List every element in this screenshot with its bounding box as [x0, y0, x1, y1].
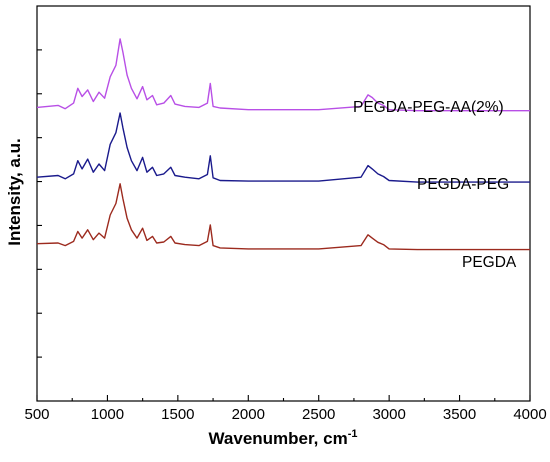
series-line-1: [36, 38, 530, 112]
x-tick-label: 2000: [232, 406, 265, 423]
series-line-2: [36, 112, 530, 183]
series-label-layer: PEGDA-PEG-AA(2%) PEGDA-PEG PEGDA: [353, 99, 517, 271]
y-axis-title: Intensity, a.u.: [5, 138, 24, 245]
x-tick-label: 3000: [372, 406, 405, 423]
series-label-2: PEGDA-PEG: [417, 176, 509, 193]
series-line-3: [36, 183, 530, 251]
series-layer: [36, 38, 530, 251]
x-tick-label: 500: [24, 406, 49, 423]
x-tick-label: 2500: [302, 406, 335, 423]
x-axis-title: Wavenumber, cm-1: [209, 428, 358, 448]
x-tick-label: 1000: [91, 406, 124, 423]
plot-border: [36, 5, 531, 402]
x-tick-label: 4000: [513, 406, 546, 423]
x-tick-label: 3500: [443, 406, 476, 423]
plot-frame: [36, 5, 531, 402]
series-label-1: PEGDA-PEG-AA(2%): [353, 99, 504, 116]
x-tick-label: 1500: [161, 406, 194, 423]
x-axis-ticks: 500 1000 1500 2000 2500 3000 3500 4000: [24, 395, 547, 423]
series-label-3: PEGDA: [462, 254, 517, 271]
